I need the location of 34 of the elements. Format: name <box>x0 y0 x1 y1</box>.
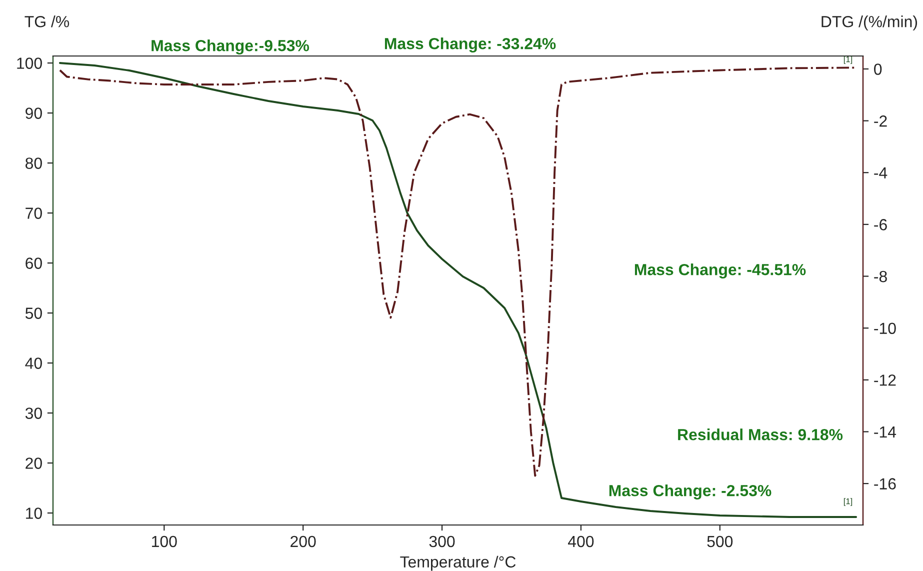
y-tick-label: 80 <box>26 158 42 169</box>
text: Mass Change: -33.24% <box>384 38 556 52</box>
y-tick-label: 10 <box>26 508 42 519</box>
y2-tick-label: -4 <box>874 167 888 178</box>
x-tick-label: 300 <box>429 536 455 548</box>
text: Mass Change:-9.53% <box>152 40 310 54</box>
y-tick-label: 40 <box>25 358 42 369</box>
x-tick-label: 500 <box>707 536 733 548</box>
y2-tick-label: -14 <box>874 426 896 438</box>
x-tick-label: 100 <box>152 536 177 548</box>
x-tick-label: 400 <box>568 536 594 548</box>
y-tick-label: 50 <box>25 308 42 319</box>
y-tick-label: 60 <box>26 258 42 269</box>
annotation: [1] <box>844 56 852 64</box>
y2-axis-title: DTG /(%/min) <box>822 16 918 30</box>
annotation: [1] <box>844 498 852 506</box>
y2-tick-label: -2 <box>874 115 887 127</box>
y2-tick-label: -12 <box>874 374 896 386</box>
y2-tick-label: -10 <box>874 322 896 334</box>
y-tick-label: 100 <box>17 58 42 69</box>
x-tick-label: 200 <box>290 536 316 548</box>
y2-tick-label: -16 <box>874 478 896 490</box>
annotation: Mass Change: -45.51% <box>634 264 806 278</box>
y-tick-label: 70 <box>26 208 42 219</box>
y-tick-label: 20 <box>26 458 42 469</box>
y-axis-title: TG /% <box>24 16 70 28</box>
y2-tick-label: 0 <box>874 64 882 75</box>
annotation: Residual Mass: 9.18% <box>678 428 843 440</box>
y-tick-label: 30 <box>25 408 42 419</box>
annotation: Mass Change: -2.53% <box>609 484 772 500</box>
x-axis-title: Temperature /°C <box>400 556 516 571</box>
y2-tick-label: -8 <box>874 270 887 282</box>
y2-tick-label: -6 <box>874 219 887 230</box>
y-tick-label: 90 <box>26 108 42 119</box>
